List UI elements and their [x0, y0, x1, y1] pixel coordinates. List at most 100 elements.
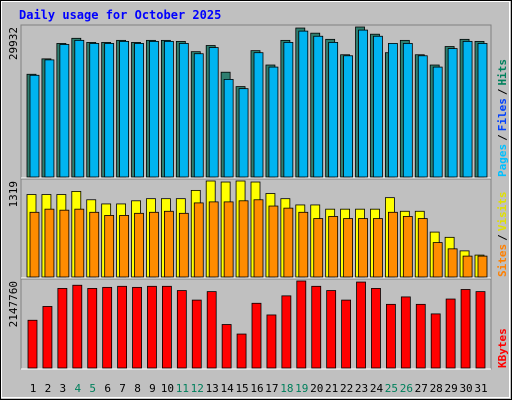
x-tick-label: 27 — [415, 382, 428, 395]
x-tick-label: 14 — [221, 382, 235, 395]
bar — [163, 40, 174, 178]
x-tick-label: 9 — [149, 382, 156, 395]
bar — [236, 333, 247, 369]
bar — [266, 314, 277, 369]
y-tick-label: 29932 — [7, 27, 20, 60]
bar — [27, 319, 38, 369]
bar — [102, 286, 113, 369]
bar — [178, 212, 189, 278]
bar — [281, 295, 292, 369]
bar — [402, 43, 413, 178]
bar — [462, 40, 473, 178]
y-tick-label: 2147760 — [7, 281, 20, 327]
bar — [371, 288, 381, 369]
axis-label-part: Pages — [496, 144, 509, 177]
bar — [29, 74, 40, 178]
bar — [238, 88, 249, 178]
bar — [208, 47, 219, 178]
bar — [417, 55, 428, 178]
x-tick-label: 10 — [161, 382, 174, 395]
bar — [253, 199, 264, 278]
x-tick-label: 28 — [430, 382, 443, 395]
bar — [134, 43, 144, 178]
x-tick-label: 7 — [119, 382, 126, 395]
frame-highlight — [1, 1, 510, 398]
bar — [298, 30, 309, 178]
bar — [326, 290, 337, 369]
x-tick-label: 8 — [134, 382, 141, 395]
bar — [44, 59, 55, 178]
x-tick-label: 31 — [474, 382, 487, 395]
bar — [104, 43, 115, 178]
bar — [149, 211, 159, 278]
bar — [134, 212, 144, 278]
bar — [161, 285, 172, 369]
bar — [59, 209, 70, 278]
bar — [430, 313, 441, 369]
bar — [74, 208, 85, 278]
bar — [119, 40, 129, 178]
bar — [193, 53, 204, 178]
chart-title: Daily usage for October 2025 — [19, 8, 221, 22]
bar — [42, 306, 53, 369]
bar — [221, 324, 232, 369]
x-tick-label: 3 — [60, 382, 67, 395]
bar — [87, 288, 98, 369]
bar — [296, 280, 307, 369]
axis-label: Pages / Files / Hits — [496, 59, 509, 177]
bar — [147, 285, 157, 369]
bar — [358, 29, 368, 178]
axis-label: Sites / Visits — [496, 192, 509, 278]
bar — [432, 66, 443, 178]
bar — [149, 40, 159, 178]
bar — [74, 39, 85, 178]
bar — [387, 43, 398, 178]
bar — [223, 79, 234, 178]
bar — [447, 248, 458, 278]
x-tick-label: 22 — [340, 382, 353, 395]
axis-label-part: Visits — [496, 192, 509, 232]
axis-label-part: / — [496, 88, 509, 95]
x-tick-label: 6 — [104, 382, 111, 395]
x-tick-label: 21 — [325, 382, 338, 395]
bar — [132, 286, 142, 369]
bar — [462, 255, 473, 278]
bar — [311, 285, 322, 369]
x-tick-label: 20 — [310, 382, 323, 395]
x-tick-label: 17 — [265, 382, 278, 395]
bar — [89, 211, 100, 278]
x-tick-label: 12 — [191, 382, 204, 395]
bar — [475, 291, 486, 369]
bar — [343, 218, 354, 278]
axis-label-part: KBytes — [496, 328, 509, 368]
x-tick-label: 13 — [206, 382, 219, 395]
bar — [415, 303, 426, 369]
bar — [251, 302, 262, 369]
bar — [253, 52, 264, 178]
bar — [163, 210, 174, 278]
x-tick-label: 15 — [235, 382, 248, 395]
bar — [445, 298, 456, 369]
x-tick-label: 16 — [250, 382, 263, 395]
bar — [400, 296, 411, 369]
bar — [313, 218, 324, 278]
bar — [402, 216, 413, 278]
bar — [119, 215, 129, 278]
x-tick-label: 11 — [176, 382, 189, 395]
axis-label: KBytes — [496, 328, 509, 368]
bar — [328, 42, 339, 178]
x-tick-label: 26 — [400, 382, 413, 395]
x-tick-label: 4 — [74, 382, 81, 395]
axis-label-part: Files — [496, 98, 509, 131]
bar — [283, 207, 294, 278]
bar — [387, 211, 398, 278]
axis-label-part: Hits — [496, 59, 509, 86]
bar — [447, 48, 458, 178]
axis-label-part: Sites — [496, 244, 509, 277]
x-tick-label: 25 — [385, 382, 398, 395]
x-tick-label: 2 — [45, 382, 52, 395]
bar — [178, 43, 189, 178]
bar — [223, 201, 234, 278]
bar — [341, 299, 352, 369]
bar — [59, 44, 70, 178]
